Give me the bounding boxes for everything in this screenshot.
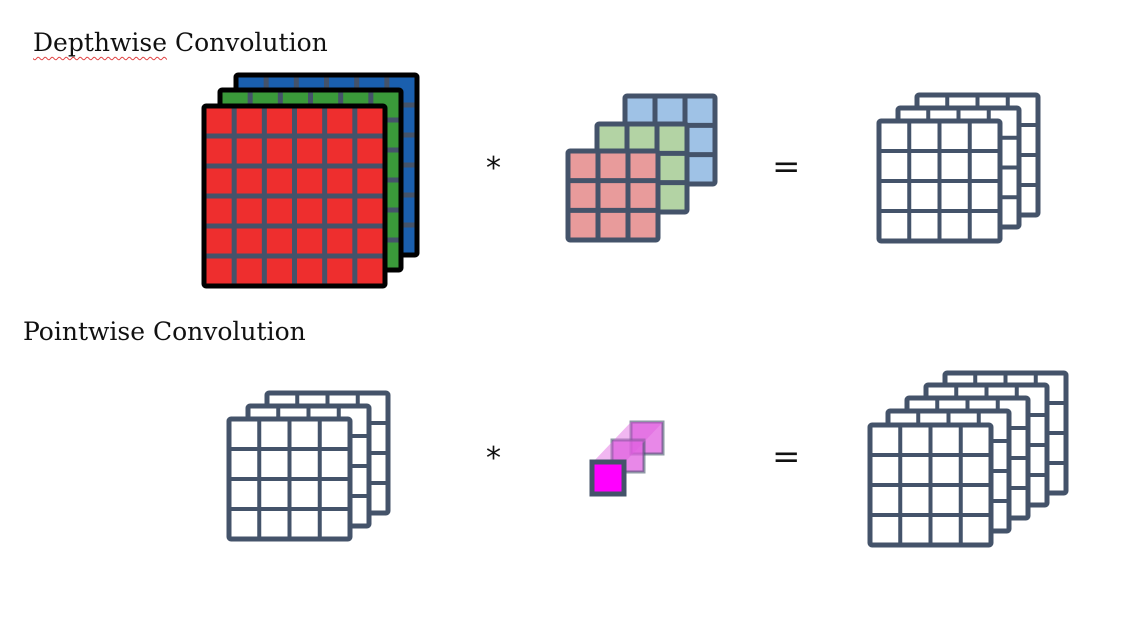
- depthwise-convolve-operator: *: [486, 151, 501, 186]
- depthwise-equals-operator: =: [772, 147, 801, 187]
- kernel-red: [565, 148, 661, 243]
- depthwise-title: Depthwise Convolution: [33, 28, 328, 57]
- pointwise-input-front-border: [226, 416, 353, 542]
- depthwise-output-front-border: [876, 118, 1003, 244]
- depthwise-title-word1: Depthwise: [33, 28, 168, 57]
- pointwise-output-stack: [867, 370, 1069, 548]
- depthwise-output-stack: [876, 92, 1041, 244]
- pointwise-equals-operator: =: [772, 437, 801, 477]
- pointwise-output-layer-5: [867, 422, 994, 548]
- kernel-red-border: [565, 148, 661, 243]
- pointwise-kernel-icon: [589, 420, 665, 497]
- pointwise-convolve-operator: *: [486, 441, 501, 476]
- depthwise-title-word2: Convolution: [174, 28, 328, 57]
- pointwise-input-front: [226, 416, 353, 542]
- pointwise-title: Pointwise Convolution: [23, 317, 306, 346]
- input-channel-red-border: [201, 103, 388, 289]
- kernel-red-fill: [568, 151, 658, 240]
- depthwise-output-front: [876, 118, 1003, 244]
- pointwise-input-stack: [226, 390, 391, 542]
- pointwise-kernel-depth-face: [593, 422, 663, 462]
- pointwise-kernel-front-cell: [589, 459, 627, 497]
- input-feature-map-stack: [201, 72, 420, 289]
- input-channel-red: [201, 103, 388, 289]
- pointwise-output-layer-5-border: [867, 422, 994, 548]
- depthwise-kernel-stack: [565, 93, 718, 243]
